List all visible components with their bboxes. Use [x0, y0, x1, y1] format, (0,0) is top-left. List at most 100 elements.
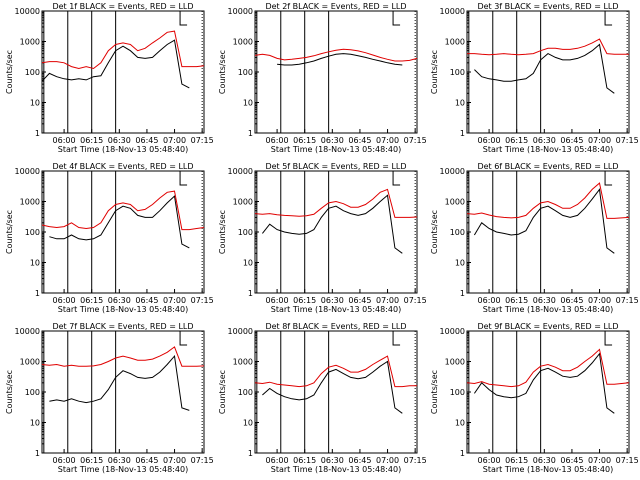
- x-tick-label: 06:30: [533, 296, 556, 305]
- x-tick-label: 06:45: [348, 136, 371, 145]
- y-tick-label: 10000: [15, 327, 40, 336]
- x-tick-label: 07:00: [588, 296, 611, 305]
- x-tick-label: 06:15: [293, 136, 316, 145]
- x-tick-label: 06:00: [478, 456, 501, 465]
- x-tick-label: 06:30: [108, 296, 131, 305]
- x-tick-label: 07:00: [376, 136, 399, 145]
- panel-title: Det 9f BLACK = Events, RED = LLD: [477, 322, 618, 331]
- x-tick-label: 06:00: [53, 296, 76, 305]
- x-tick-label: 06:30: [108, 136, 131, 145]
- x-tick-label: 06:15: [80, 296, 103, 305]
- y-tick-label: 100: [25, 228, 40, 237]
- y-tick-label: 10000: [228, 7, 253, 16]
- lld-series-line: [467, 38, 629, 56]
- x-tick-label: 07:00: [163, 456, 186, 465]
- x-tick-label: 06:30: [533, 456, 556, 465]
- y-tick-label: 100: [238, 68, 253, 77]
- x-tick-label: 07:15: [191, 136, 214, 145]
- y-tick-label: 1000: [445, 358, 465, 367]
- y-axis-label: Counts/sec: [430, 50, 439, 94]
- y-tick-label: 1000: [233, 198, 253, 207]
- detector-panel: Det 8f BLACK = Events, RED = LLD 1 10 100 10…: [218, 322, 427, 474]
- y-tick-label: 10000: [440, 167, 465, 176]
- y-tick-label: 100: [450, 68, 465, 77]
- y-tick-label: 1: [35, 289, 40, 298]
- y-tick-label: 10000: [440, 7, 465, 16]
- x-axis-label: Start Time (18-Nov-13 05:48:40): [271, 465, 401, 474]
- x-tick-label: 07:00: [163, 136, 186, 145]
- plot-frame: [254, 10, 418, 134]
- x-tick-label: 06:45: [135, 136, 158, 145]
- x-axis-label: Start Time (18-Nov-13 05:48:40): [483, 145, 613, 154]
- x-axis-label: Start Time (18-Nov-13 05:48:40): [58, 305, 188, 314]
- y-tick-label: 1000: [445, 198, 465, 207]
- y-tick-label: 10: [243, 99, 253, 108]
- y-tick-label: 10: [30, 259, 40, 268]
- y-axis-label: Counts/sec: [218, 50, 227, 94]
- x-tick-label: 07:00: [588, 136, 611, 145]
- panel-title: Det 6f BLACK = Events, RED = LLD: [477, 162, 618, 171]
- lld-series-line: [41, 30, 205, 70]
- y-tick-label: 1: [460, 449, 465, 458]
- x-axis-label: Start Time (18-Nov-13 05:48:40): [271, 305, 401, 314]
- y-tick-label: 1000: [20, 38, 40, 47]
- x-tick-label: 06:45: [560, 136, 583, 145]
- y-tick-label: 100: [238, 228, 253, 237]
- bracket-marker: [392, 331, 401, 346]
- detector-panel: Det 7f BLACK = Events, RED = LLD 1 10 100 10…: [5, 322, 214, 474]
- detector-panel: Det 2f BLACK = Events, RED = LLD 1 10 100 10…: [218, 2, 427, 154]
- x-tick-label: 06:00: [53, 136, 76, 145]
- y-tick-label: 100: [25, 68, 40, 77]
- plot-frame: [466, 10, 630, 134]
- x-tick-label: 07:15: [191, 296, 214, 305]
- y-tick-label: 100: [450, 388, 465, 397]
- y-axis-label: Counts/sec: [218, 210, 227, 254]
- detector-panel: Det 9f BLACK = Events, RED = LLD 1 10 100 10…: [430, 322, 639, 474]
- events-series-line: [474, 43, 615, 94]
- y-axis-label: Counts/sec: [5, 50, 14, 94]
- bracket-marker: [604, 11, 613, 26]
- events-series-line: [49, 354, 190, 411]
- y-tick-label: 10: [455, 259, 465, 268]
- y-tick-label: 10: [30, 419, 40, 428]
- detector-panel: Det 1f BLACK = Events, RED = LLD 1 10 100 10…: [5, 2, 214, 154]
- x-tick-label: 07:15: [404, 296, 427, 305]
- x-axis-label: Start Time (18-Nov-13 05:48:40): [271, 145, 401, 154]
- y-tick-label: 1000: [20, 358, 40, 367]
- x-tick-label: 06:00: [266, 136, 289, 145]
- lld-series-line: [466, 182, 630, 219]
- x-tick-label: 07:15: [191, 456, 214, 465]
- panel-title: Det 5f BLACK = Events, RED = LLD: [265, 162, 406, 171]
- events-series-line: [49, 195, 190, 249]
- y-tick-label: 1: [248, 129, 253, 138]
- x-tick-label: 07:15: [404, 136, 427, 145]
- y-axis-label: Counts/sec: [5, 370, 14, 414]
- y-tick-label: 1000: [233, 358, 253, 367]
- y-tick-label: 100: [238, 388, 253, 397]
- events-series-line: [41, 39, 190, 89]
- y-axis-label: Counts/sec: [430, 210, 439, 254]
- x-tick-label: 07:00: [588, 456, 611, 465]
- x-tick-label: 07:15: [616, 296, 639, 305]
- x-tick-label: 06:30: [108, 456, 131, 465]
- x-tick-label: 06:15: [505, 296, 528, 305]
- x-tick-label: 06:00: [266, 456, 289, 465]
- x-tick-label: 06:15: [80, 136, 103, 145]
- x-tick-label: 06:00: [266, 296, 289, 305]
- events-series-line: [473, 188, 615, 254]
- panel-title: Det 4f BLACK = Events, RED = LLD: [52, 162, 193, 171]
- x-axis-label: Start Time (18-Nov-13 05:48:40): [58, 465, 188, 474]
- x-tick-label: 06:15: [505, 456, 528, 465]
- bracket-marker: [392, 11, 401, 26]
- y-tick-label: 10000: [440, 327, 465, 336]
- x-tick-label: 06:15: [293, 296, 316, 305]
- events-series-line: [277, 53, 403, 66]
- x-tick-label: 06:30: [533, 136, 556, 145]
- x-tick-label: 06:15: [293, 456, 316, 465]
- y-tick-label: 1: [460, 289, 465, 298]
- x-tick-label: 06:30: [321, 456, 344, 465]
- y-tick-label: 1: [248, 449, 253, 458]
- y-tick-label: 1: [35, 449, 40, 458]
- x-tick-label: 06:45: [348, 456, 371, 465]
